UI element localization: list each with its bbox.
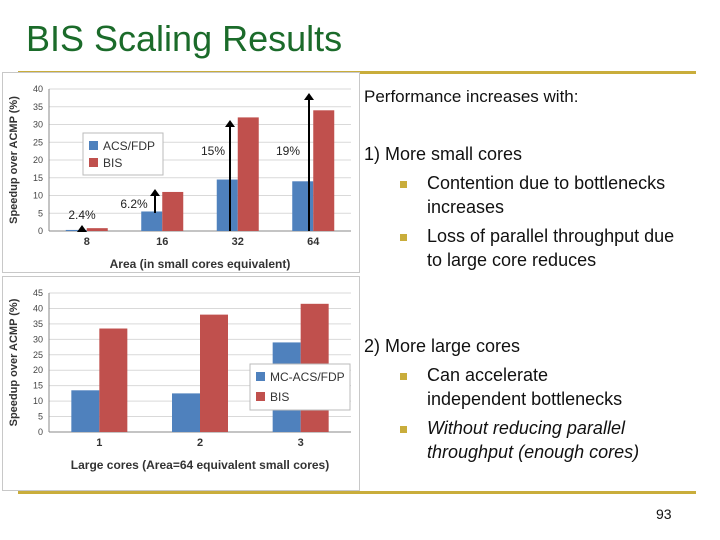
bar-series1-16: [141, 211, 163, 231]
bar-series1-64: [292, 181, 314, 231]
bar-series2-32: [237, 117, 259, 231]
y-tick-label: 0: [38, 226, 43, 236]
y-tick-label: 30: [33, 120, 43, 130]
y-tick-label: 0: [38, 427, 43, 437]
legend-swatch: [256, 372, 265, 381]
bar-series1-32: [216, 179, 238, 231]
intro-text: Performance increases with:: [364, 87, 579, 106]
x-tick-label: 16: [156, 236, 168, 248]
bar-series2-16: [162, 191, 184, 231]
x-axis-label: Area (in small cores equivalent): [110, 257, 291, 271]
chart-small-cores-svg: 0 5 10 15 20 25 30 35 40 8 16 32 64 Area (in small co…: [8, 84, 351, 271]
x-tick-label: 8: [84, 236, 90, 248]
page-number: 93: [656, 506, 672, 522]
bullet-square-icon: [400, 367, 418, 385]
annotation-label: 2.4%: [68, 208, 96, 222]
y-tick-label: 45: [33, 288, 43, 298]
y-axis-label: Speedup over ACMP (%): [8, 96, 20, 224]
legend-swatch: [89, 158, 98, 167]
point-2-bullet-1-line-1: Can accelerate: [427, 365, 549, 385]
point-1-bullet-2-line-1: Loss of parallel throughput due: [427, 226, 675, 246]
annotation-arrowhead: [304, 93, 314, 100]
point-1-bullet-2-line-2: to large core reduces: [427, 250, 597, 270]
point-2-bullet-1-line-2: independent bottlenecks: [427, 389, 623, 409]
legend-label: BIS: [270, 390, 289, 404]
bullet-square-icon: [400, 420, 418, 438]
chart-small-cores-scaling: 0 5 10 15 20 25 30 35 40 8 16 32 64 Area (in small co…: [2, 72, 360, 273]
y-tick-label: 35: [33, 102, 43, 112]
legend-label: BIS: [103, 156, 122, 170]
y-tick-label: 15: [33, 381, 43, 391]
x-tick-label: 64: [307, 236, 320, 248]
bullet-square-icon: [400, 228, 418, 246]
bar-series1-2: [172, 393, 200, 432]
bar-series1-1: [71, 390, 100, 432]
x-tick-label: 1: [96, 437, 102, 449]
y-tick-label: 5: [38, 208, 43, 218]
legend-label: MC-ACS/FDP: [270, 370, 345, 384]
bar-series2-64: [313, 110, 335, 231]
point-1-heading: 1) More small cores: [364, 144, 523, 164]
x-tick-label: 32: [232, 236, 244, 248]
bar-series1-8: [65, 229, 87, 231]
y-tick-label: 25: [33, 137, 43, 147]
chart-large-cores-svg: 0 5 10 15 20 25 30 35 40 45 1 2 3 Large cores (Area=6…: [8, 288, 351, 472]
point-1-bullet-1-line-1: Contention due to bottlenecks: [427, 173, 666, 193]
footer-divider: [18, 491, 696, 494]
y-tick-label: 10: [33, 396, 43, 406]
x-tick-label: 3: [298, 437, 304, 449]
annotation-arrowhead: [225, 120, 235, 127]
y-tick-label: 40: [33, 303, 43, 313]
point-2-heading: 2) More large cores: [364, 336, 521, 356]
bar-series2-2: [200, 314, 228, 432]
annotation-label: 19%: [276, 144, 300, 158]
x-axis-label: Large cores (Area=64 equivalent small co…: [71, 458, 329, 472]
annotation-label: 15%: [201, 144, 225, 158]
y-tick-label: 20: [33, 365, 43, 375]
legend-swatch: [256, 392, 265, 401]
point-2-bullet-2-line-2: throughput (enough cores): [427, 442, 640, 462]
annotation-label: 6.2%: [120, 197, 148, 211]
legend-label: ACS/FDP: [103, 139, 155, 153]
y-axis-label: Speedup over ACMP (%): [8, 298, 20, 426]
legend-swatch: [89, 141, 98, 150]
y-tick-label: 35: [33, 319, 43, 329]
y-tick-label: 5: [38, 412, 43, 422]
y-tick-label: 15: [33, 173, 43, 183]
y-tick-label: 30: [33, 334, 43, 344]
y-tick-label: 25: [33, 350, 43, 360]
annotation-arrowhead: [77, 225, 87, 232]
bar-series2-8: [86, 228, 108, 231]
point-2-bullet-2-line-1: Without reducing parallel: [427, 418, 625, 438]
y-tick-label: 20: [33, 155, 43, 165]
chart-large-cores-scaling: 0 5 10 15 20 25 30 35 40 45 1 2 3 Large cores (Area=6…: [2, 276, 360, 491]
y-tick-label: 10: [33, 191, 43, 201]
annotation-arrowhead: [150, 189, 160, 196]
bar-series2-1: [99, 328, 128, 432]
y-tick-label: 40: [33, 84, 43, 94]
bullet-square-icon: [400, 175, 418, 193]
legend-box: [249, 363, 351, 411]
legend-box: [82, 132, 164, 176]
point-1-bullet-1-line-2: increases: [427, 197, 505, 217]
x-tick-label: 2: [197, 437, 203, 449]
slide-title: BIS Scaling Results: [26, 18, 343, 59]
